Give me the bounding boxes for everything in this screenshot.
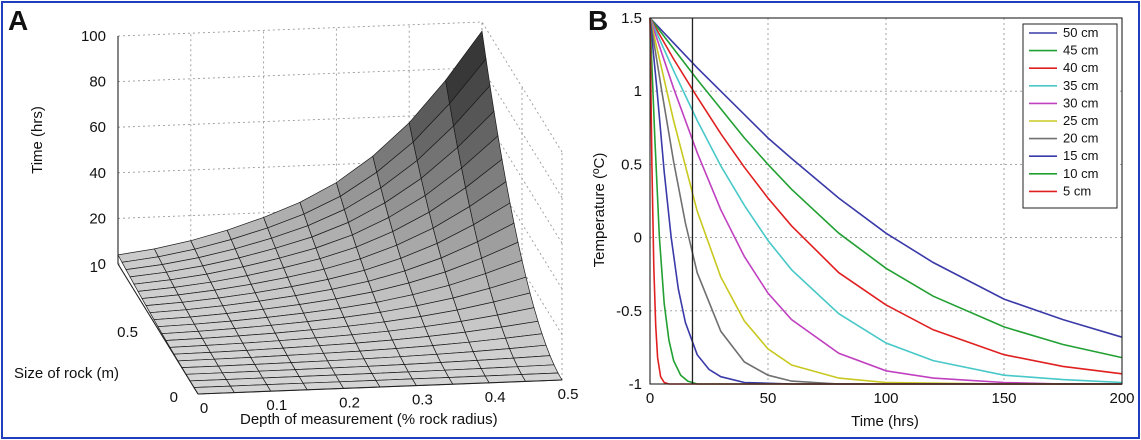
panel-b-legend-entry: 10 cm [1063, 166, 1098, 181]
panel-b-grid [650, 18, 1122, 384]
panel-a-side-wall-grid [481, 21, 563, 153]
panel-a-y-tick-label: 0.5 [117, 324, 138, 341]
panel-b-ticks: 0 50 100 150 200 -1 -0.5 0 0.5 1 1.5 [616, 10, 1134, 407]
panel-b-y-tick-label: -1 [629, 376, 642, 393]
panel-a-x-axis-label: Depth of measurement (% rock radius) [240, 411, 498, 428]
panel-a-z-tick-label: 20 [89, 210, 106, 227]
panel-b-y-tick-label: -0.5 [616, 303, 642, 320]
panel-b-legend-entry: 35 cm [1063, 78, 1098, 93]
panel-a-back-wall-grid [117, 158, 483, 174]
panel-b-x-tick-label: 150 [991, 390, 1016, 407]
panel-b-legend-entry: 50 cm [1063, 25, 1098, 40]
panel-b-y-tick-label: 0 [634, 230, 642, 247]
panel-a-back-wall-grid [117, 203, 483, 219]
panel-b-series-line [649, 17, 1123, 375]
panel-a-back-wall-grid [117, 67, 483, 83]
panel-a-z-tick-label: 80 [89, 74, 106, 91]
panel-b-series-line [649, 17, 1123, 359]
panel-a-y-axis-line [117, 263, 199, 395]
panel-b-x-tick-label: 0 [646, 390, 654, 407]
panel-b-legend: 50 cm 45 cm 40 cm 35 cm 30 cm 25 cm 20 cm 15 cm… [1022, 23, 1118, 209]
panel-a-z-tick-label: 100 [81, 28, 106, 45]
panel-b-y-tick-label: 1.5 [621, 10, 642, 27]
panel-a-y-tick-label: 0 [170, 389, 178, 406]
panel-a-back-wall-grid [117, 112, 483, 128]
panel-a-x-tick-label: 0.3 [412, 392, 433, 409]
panel-b-legend-entry: 30 cm [1063, 95, 1098, 110]
panel-a-z-tick-label: 40 [89, 165, 106, 182]
panel-b-plot-box [649, 17, 1123, 385]
panel-a-x-tick-label: 0.2 [339, 394, 360, 411]
panel-a-side-wall-grid [481, 67, 563, 198]
panel-a-z-tick-label: 60 [89, 119, 106, 136]
panel-b-series-line [649, 17, 1122, 385]
panel-b-x-tick-label: 200 [1109, 390, 1134, 407]
panel-a-x-tick-label: 0.4 [485, 389, 506, 406]
panel-a-x-tick-label: 0.5 [558, 386, 579, 403]
panel-a-x-tick-label: 0 [200, 400, 208, 417]
panel-b-legend-entry: 5 cm [1063, 183, 1091, 198]
panel-b-legend-entry: 20 cm [1063, 131, 1098, 146]
panel-b-legend-box [1022, 23, 1118, 209]
panel-a-back-wall-grid [117, 21, 483, 37]
panel-a-y-axis-label: Size of rock (m) [14, 365, 119, 382]
panel-a-x-tick-label: 0.1 [266, 397, 287, 414]
panel-a-letter: A [8, 5, 28, 36]
panel-b-axes-box [649, 17, 1123, 385]
panel-b-x-tick-label: 50 [760, 390, 777, 407]
panel-b-y-tick-label: 1 [634, 83, 642, 100]
panel-b-letter: B [588, 5, 608, 36]
panel-b-series-line [649, 17, 1123, 384]
panel-a-x-axis-line [197, 379, 563, 395]
panel-b-legend-entry: 15 cm [1063, 148, 1098, 163]
panel-a-y-tick-label: 1 [90, 259, 98, 276]
panel-b-legend-entry: 25 cm [1063, 113, 1098, 128]
panel-a-z-tick-label: 0 [98, 256, 106, 273]
panel-b: B 0 50 100 150 200 -1 -0.5 0 0.5 1 1.5 50 cm 45 cm 4… [588, 5, 1135, 430]
panel-b-x-axis-label: Time (hrs) [851, 413, 919, 430]
panel-b-series-line [649, 17, 1122, 385]
panel-a-axes [117, 36, 563, 395]
panel-b-series-line [649, 17, 1122, 385]
panel-b-x-tick-label: 100 [873, 390, 898, 407]
panel-b-series-line [649, 17, 1123, 338]
panel-b-y-tick-label: 0.5 [621, 156, 642, 173]
panel-b-legend-entry: 45 cm [1063, 43, 1098, 58]
panel-b-y-axis-label: Temperature (ºC) [591, 153, 608, 268]
panel-a-z-axis-label: Time (hrs) [29, 106, 46, 174]
panel-b-legend-entry: 40 cm [1063, 60, 1098, 75]
panel-a-surface [117, 30, 563, 395]
